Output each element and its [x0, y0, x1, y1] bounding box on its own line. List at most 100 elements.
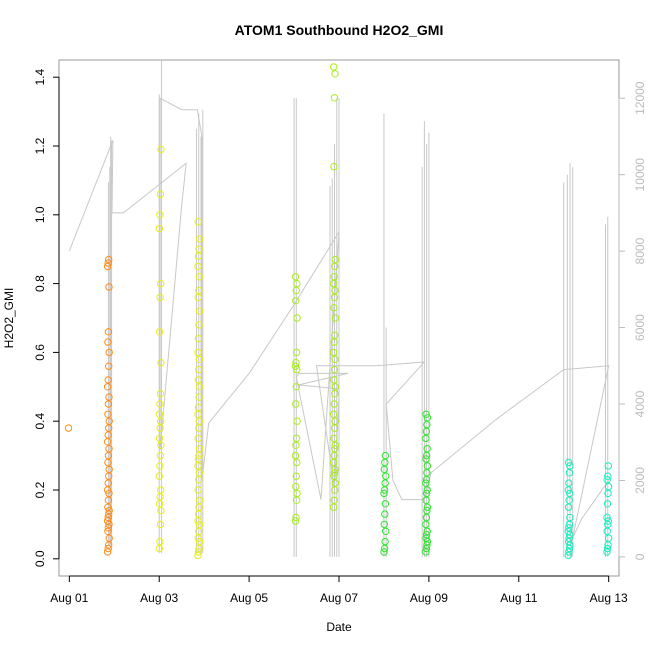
data-point-s2-c0-14	[291, 362, 300, 370]
data-point-s1-c0-2	[156, 520, 165, 529]
data-point-s2-c1-8	[330, 451, 338, 460]
data-point-s2-c1-23	[331, 331, 339, 339]
data-point-s1-c1-7	[194, 517, 202, 525]
data-point-s1-c1-37	[195, 245, 203, 253]
data-point-s3-c1-17	[423, 462, 432, 470]
y-tick-label-5: 1.0	[33, 206, 47, 223]
data-point-s2-c1-33	[330, 94, 339, 102]
data-point-s1-c0-15	[156, 400, 164, 408]
data-point-s2-c0-0	[291, 517, 300, 525]
data-point-s2-c0-20	[293, 279, 301, 288]
data-point-s1-c1-17	[195, 445, 204, 453]
data-point-s2-c1-16	[331, 390, 339, 398]
data-point-s4-c1-6	[604, 517, 612, 525]
data-point-s2-c1-1	[330, 496, 338, 504]
data-point-s3-c0-5	[381, 510, 389, 518]
data-point-s1-c1-35	[194, 262, 202, 271]
data-point-s3-c1-12	[422, 489, 431, 498]
data-point-s0-c1-12	[104, 496, 113, 504]
data-point-s1-c1-38	[195, 235, 204, 243]
data-point-s3-c0-1	[380, 544, 389, 553]
data-point-s1-c0-7	[155, 472, 164, 480]
data-point-s3-c0-6	[381, 500, 390, 508]
y2-tick-label-1: 2000	[633, 467, 647, 494]
x-tick-label-1: Aug 03	[140, 591, 178, 605]
data-point-s4-c1-11	[603, 476, 611, 484]
data-point-s3-c0-0	[380, 548, 388, 556]
data-point-s1-c1-12	[195, 476, 203, 484]
data-point-s1-c0-21	[155, 224, 164, 233]
data-point-s2-c1-25	[330, 304, 338, 312]
data-point-s0-c1-28	[103, 383, 112, 391]
data-point-s2-c1-31	[331, 255, 339, 264]
data-point-s3-c0-3	[382, 527, 390, 535]
data-point-s1-c1-13	[195, 469, 204, 477]
y-tick-label-3: 0.6	[33, 344, 47, 361]
chart-title: ATOM1 Southbound H2O2_GMI	[235, 22, 444, 38]
data-point-s3-c0-12	[381, 458, 389, 467]
data-point-s3-c1-4	[422, 534, 430, 542]
data-point-s2-c0-15	[292, 359, 300, 367]
data-point-s2-c0-2	[292, 496, 301, 504]
data-point-s0-c1-34	[105, 283, 113, 291]
data-point-s4-c0-13	[566, 489, 574, 498]
data-point-s0-c1-18	[104, 458, 112, 467]
data-point-s3-c1-6	[423, 527, 431, 535]
data-point-s1-c0-16	[156, 390, 165, 398]
data-point-s2-c1-13	[331, 417, 339, 425]
x-tick-label-4: Aug 09	[410, 591, 448, 605]
data-point-s3-c1-21	[422, 434, 430, 443]
y-axis-right: 0 2000 4000 6000 8000 10000 12000	[618, 81, 647, 560]
data-point-s4-c1-0	[603, 548, 611, 556]
data-point-s1-c1-22	[194, 403, 203, 412]
data-point-s1-c1-1	[194, 548, 203, 556]
data-point-s0-c1-1	[104, 544, 112, 553]
data-point-s1-c0-22	[156, 211, 164, 219]
data-point-s3-c1-18	[422, 455, 430, 463]
data-point-s1-c1-3	[195, 537, 204, 546]
data-point-s3-c1-7	[422, 520, 430, 529]
data-point-s2-c1-30	[331, 262, 339, 271]
data-point-s4-c1-12	[604, 472, 612, 480]
data-point-s2-c0-13	[293, 365, 301, 374]
data-point-s4-c0-11	[564, 503, 573, 511]
y-tick-label-0: 0.0	[33, 550, 47, 567]
data-point-s1-c1-2	[195, 544, 203, 553]
data-point-s3-c1-0	[422, 548, 430, 556]
data-point-s0-c1-22	[104, 431, 112, 439]
data-point-s3-c0-11	[380, 465, 388, 474]
data-point-s2-c0-18	[292, 297, 300, 305]
data-point-s2-c0-1	[292, 513, 300, 522]
data-point-s3-c0-13	[381, 451, 390, 460]
data-point-s2-c1-19	[330, 365, 339, 374]
data-point-s1-c1-20	[195, 417, 204, 425]
y-tick-label-1: 0.2	[33, 481, 47, 498]
data-point-s3-c1-1	[422, 544, 431, 553]
data-point-s2-c0-3	[293, 489, 301, 498]
data-point-s1-c1-24	[195, 383, 204, 391]
data-point-s0-c1-4	[104, 527, 112, 535]
data-point-s2-c1-12	[330, 424, 339, 432]
data-point-s4-c0-15	[565, 479, 573, 487]
data-point-s3-c1-24	[423, 414, 432, 422]
data-point-s2-c1-10	[331, 441, 339, 449]
data-point-s0-c1-36	[104, 259, 112, 267]
secondary-series-layer	[68, 60, 610, 557]
data-point-s3-c0-4	[380, 520, 388, 529]
data-point-s4-c0-16	[565, 469, 574, 477]
data-point-s2-c1-0	[330, 503, 338, 511]
data-point-s0-c1-14	[103, 486, 112, 494]
data-point-s3-c1-11	[422, 496, 430, 504]
y2-tick-label-0: 0	[633, 553, 647, 560]
data-point-s0-c1-10	[105, 506, 113, 515]
data-point-s1-c1-29	[194, 334, 203, 343]
data-point-s0-c1-3	[105, 534, 113, 542]
data-point-s1-c0-6	[157, 486, 165, 494]
data-point-s2-c1-3	[331, 479, 339, 487]
data-point-s1-c1-23	[195, 393, 203, 401]
data-point-s1-c0-23	[156, 190, 165, 198]
data-point-s0-c1-8	[104, 513, 112, 522]
data-point-s1-c0-13	[157, 417, 165, 425]
data-point-s0-c1-20	[105, 445, 113, 453]
data-point-s1-c0-9	[156, 451, 165, 460]
